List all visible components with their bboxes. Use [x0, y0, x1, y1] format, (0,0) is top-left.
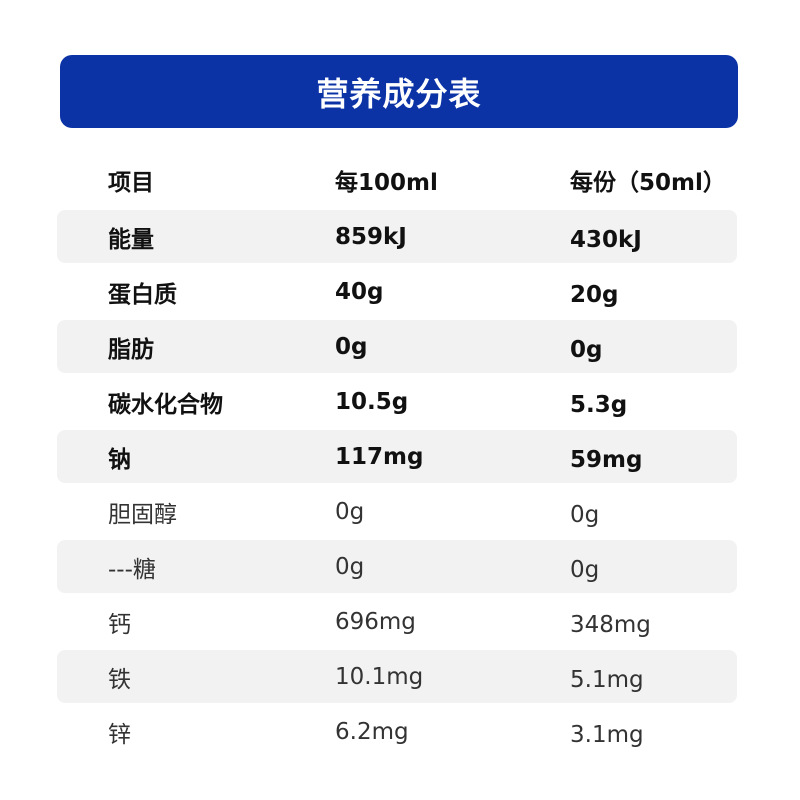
- row-per-serving: 3.1mg: [570, 721, 644, 748]
- table-row: 钠 117mg 59mg: [57, 430, 737, 483]
- row-per-serving: 348mg: [570, 611, 651, 638]
- row-item: 钠: [108, 446, 131, 473]
- row-per-serving: 0g: [570, 336, 603, 363]
- row-per-serving: 5.3g: [570, 391, 628, 418]
- table-title: 营养成分表: [316, 74, 482, 113]
- table-row: 钙 696mg 348mg: [57, 595, 737, 648]
- row-per100: 859kJ: [335, 223, 407, 250]
- header-item: 项目: [108, 169, 154, 196]
- row-per-serving: 0g: [570, 501, 600, 528]
- row-per100: 0g: [335, 498, 365, 525]
- table-row: 能量 859kJ 430kJ: [57, 210, 737, 263]
- row-per100: 117mg: [335, 443, 424, 470]
- row-item: 碳水化合物: [108, 391, 223, 418]
- row-item: 胆固醇: [108, 501, 177, 528]
- table-row: 蛋白质 40g 20g: [57, 265, 737, 318]
- row-per-serving: 59mg: [570, 446, 643, 473]
- row-per-serving: 20g: [570, 281, 619, 308]
- row-item: 钙: [108, 611, 131, 638]
- row-per-serving: 0g: [570, 556, 600, 583]
- row-item: ---糖: [108, 556, 156, 583]
- table-row: 锌 6.2mg 3.1mg: [57, 705, 737, 758]
- row-per100: 6.2mg: [335, 718, 409, 745]
- header-per100: 每100ml: [335, 169, 438, 196]
- row-item: 铁: [108, 666, 131, 693]
- row-per100: 0g: [335, 333, 368, 360]
- row-per100: 0g: [335, 553, 365, 580]
- table-row: 脂肪 0g 0g: [57, 320, 737, 373]
- table-header-row: 项目 每100ml 每份（50ml）: [57, 153, 737, 206]
- row-per100: 10.1mg: [335, 663, 424, 690]
- row-item: 锌: [108, 721, 131, 748]
- table-title-bar: 营养成分表: [60, 55, 738, 128]
- row-item: 蛋白质: [108, 281, 177, 308]
- row-per100: 10.5g: [335, 388, 409, 415]
- table-row: ---糖 0g 0g: [57, 540, 737, 593]
- row-per-serving: 5.1mg: [570, 666, 644, 693]
- table-row: 碳水化合物 10.5g 5.3g: [57, 375, 737, 428]
- header-per-serving: 每份（50ml）: [570, 169, 726, 196]
- row-per100: 40g: [335, 278, 384, 305]
- row-per-serving: 430kJ: [570, 226, 642, 253]
- row-item: 能量: [108, 226, 154, 253]
- row-per100: 696mg: [335, 608, 416, 635]
- table-row: 胆固醇 0g 0g: [57, 485, 737, 538]
- row-item: 脂肪: [108, 336, 154, 363]
- table-row: 铁 10.1mg 5.1mg: [57, 650, 737, 703]
